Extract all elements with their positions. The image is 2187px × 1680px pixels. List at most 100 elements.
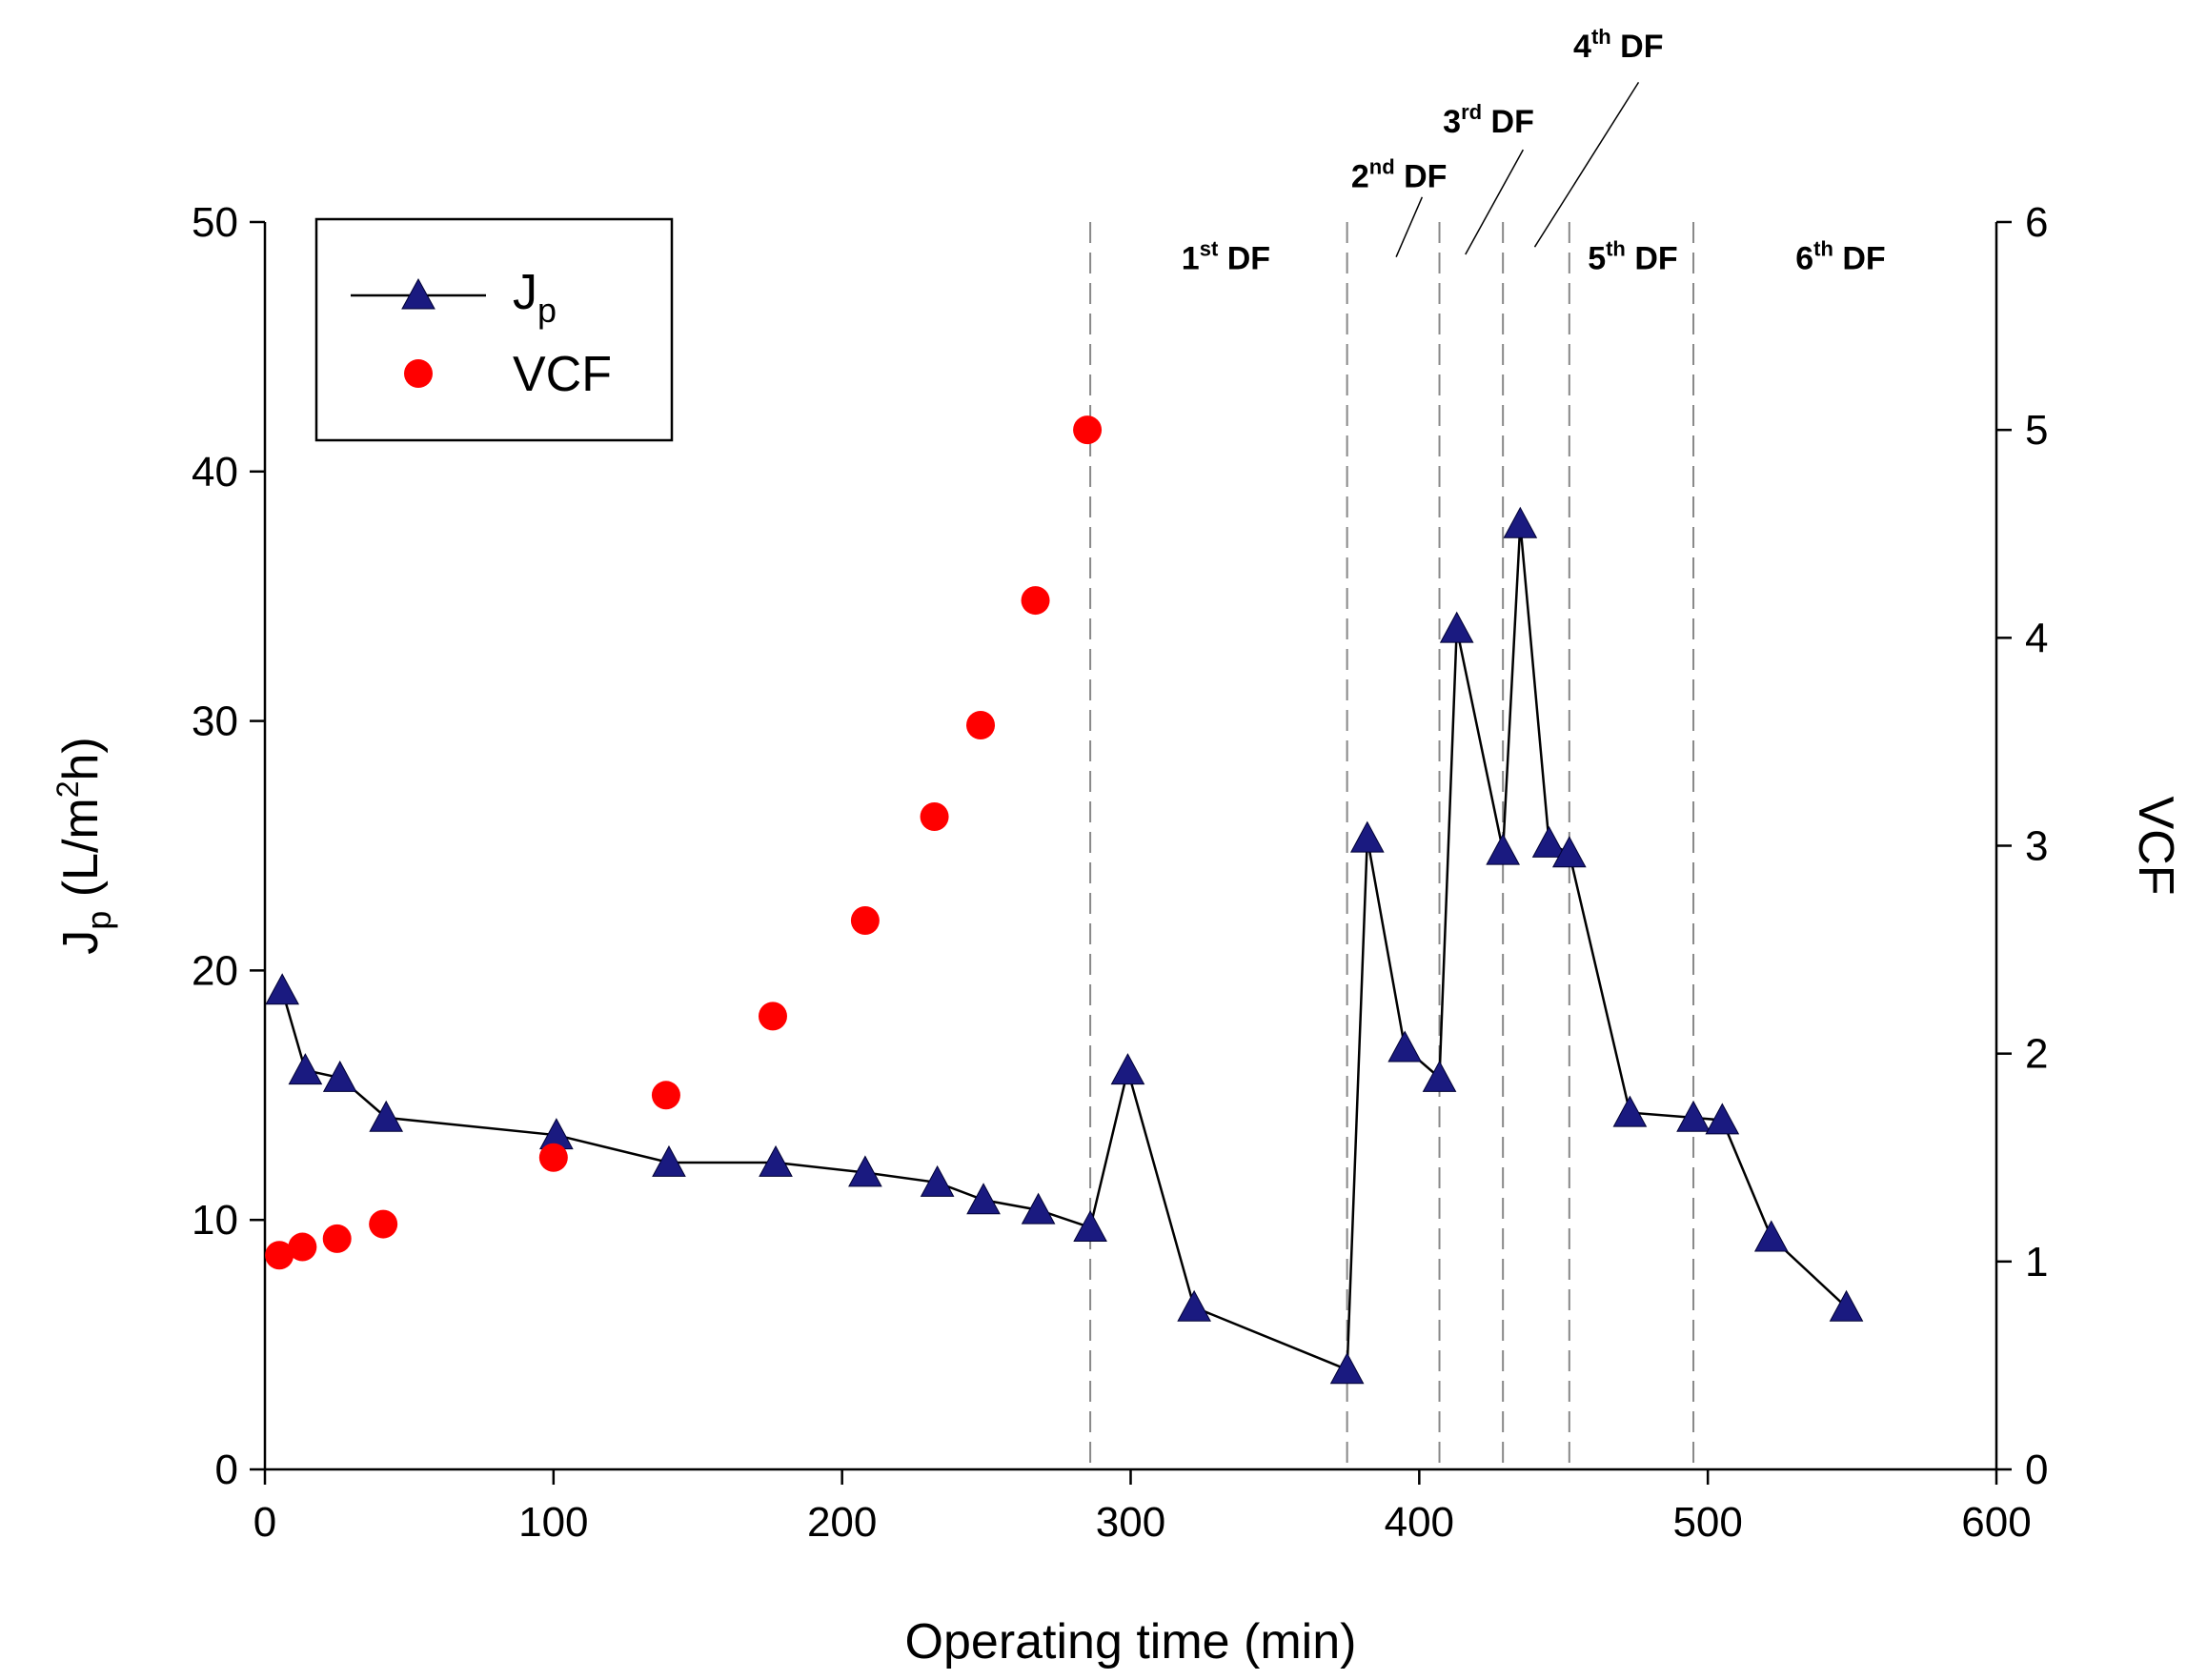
jp-point: [1753, 1220, 1789, 1252]
vcf-point: [265, 1241, 294, 1270]
y2-tick-label: 2: [2025, 1031, 2048, 1078]
jp-point: [966, 1183, 1001, 1215]
jp-point: [1551, 836, 1587, 868]
y-axis-title: Jp (L/m2h): [51, 737, 118, 955]
legend: Jp VCF: [314, 217, 674, 442]
annotation-sup: th: [1591, 25, 1611, 49]
annotation-num: 4: [1573, 29, 1591, 65]
x-tick-label: 400: [1385, 1499, 1454, 1546]
annotation-sup: th: [1813, 237, 1833, 261]
y-axis-title-unit-end: h): [53, 737, 109, 780]
y-tick-label: 20: [192, 947, 238, 994]
jp-point: [1486, 833, 1520, 865]
annotation-text: DF: [1611, 29, 1664, 65]
x-axis: 0 100 200 300 400 500 600: [253, 1469, 2032, 1546]
jp-point: [652, 1144, 686, 1177]
y2-tick-label: 1: [2025, 1239, 2048, 1285]
jp-point: [1439, 611, 1474, 643]
y2-tick-label: 6: [2025, 199, 2048, 246]
jp-point: [288, 1053, 323, 1085]
annotation-text: DF: [1833, 241, 1886, 277]
jp-point: [1021, 1192, 1056, 1225]
vcf-point: [288, 1232, 317, 1262]
annotation-df5: 5th DF: [1588, 237, 1677, 277]
jp-point: [1829, 1289, 1864, 1322]
jp-point: [1387, 1030, 1423, 1063]
x-tick-label: 300: [1096, 1499, 1165, 1546]
annotation-num: 3: [1443, 104, 1461, 140]
x-tick-label: 100: [518, 1499, 588, 1546]
jp-point: [1531, 825, 1567, 858]
jp-point: [1177, 1289, 1211, 1322]
y-axis-right: 0 1 2 3 4 5 6: [1996, 199, 2048, 1493]
x-tick-label: 200: [807, 1499, 877, 1546]
vcf-point: [369, 1209, 398, 1239]
y2-axis-title: VCF: [2128, 797, 2183, 896]
vcf-point: [538, 1143, 568, 1172]
y-tick-label: 30: [192, 698, 238, 745]
series-vcf: [265, 415, 1103, 1270]
annotation-text: DF: [1482, 104, 1534, 140]
legend-vcf-label: VCF: [513, 347, 612, 402]
y-axis-left: 0 10 20 30 40 50: [192, 199, 265, 1493]
jp-line: [280, 523, 1848, 1372]
jp-point: [1503, 506, 1538, 538]
annotation-text: DF: [1626, 241, 1678, 277]
annotation-df3: 3rd DF: [1443, 100, 1534, 140]
annotation-leader: [1533, 81, 1640, 248]
vcf-point: [1073, 415, 1103, 445]
vcf-point: [1021, 586, 1050, 616]
jp-point: [1110, 1053, 1145, 1085]
jp-point: [1329, 1352, 1365, 1385]
jp-point: [759, 1144, 793, 1177]
y2-tick-label: 4: [2025, 615, 2048, 661]
df-boundary-lines: [1089, 222, 1695, 1469]
jp-point: [1612, 1095, 1648, 1127]
y-tick-label: 0: [215, 1447, 238, 1493]
y2-tick-label: 0: [2025, 1447, 2048, 1493]
y-tick-label: 40: [192, 449, 238, 496]
y-tick-label: 10: [192, 1197, 238, 1244]
annotation-text: DF: [1218, 241, 1270, 277]
annotation-num: 6: [1795, 241, 1813, 277]
series-jp: [265, 506, 1864, 1385]
legend-jp-label: Jp: [513, 265, 557, 330]
annotation-num: 1: [1182, 241, 1200, 277]
x-tick-label: 0: [253, 1499, 276, 1546]
annotation-df4: 4th DF: [1573, 25, 1663, 65]
jp-point: [1705, 1103, 1740, 1135]
jp-point: [1073, 1210, 1107, 1243]
annotation-df1: 1st DF: [1182, 237, 1270, 277]
jp-point: [1676, 1100, 1711, 1132]
x-tick-label: 500: [1672, 1499, 1742, 1546]
annotation-sup: th: [1606, 237, 1626, 261]
y-tick-label: 50: [192, 199, 238, 246]
annotation-leader: [1465, 149, 1525, 255]
annotation-df6: 6th DF: [1795, 237, 1885, 277]
annotation-num: 2: [1351, 158, 1369, 194]
jp-point: [1422, 1060, 1457, 1092]
annotation-sup: st: [1200, 237, 1219, 261]
vcf-point: [322, 1224, 352, 1253]
legend-box: [314, 217, 674, 442]
vcf-point: [758, 1002, 787, 1031]
jp-point: [265, 973, 300, 1005]
jp-point: [322, 1060, 357, 1092]
jp-point: [369, 1100, 404, 1132]
vcf-point: [850, 906, 880, 936]
legend-vcf-marker: [404, 359, 433, 388]
annotation-num: 5: [1588, 241, 1606, 277]
jp-point: [920, 1164, 955, 1197]
y2-tick-label: 3: [2025, 823, 2048, 870]
vcf-point: [966, 710, 996, 739]
y-axis-title-sub: p: [79, 911, 118, 930]
x-axis-title: Operating time (min): [905, 1614, 1357, 1670]
annotation-leader: [1395, 196, 1424, 257]
vcf-point: [651, 1081, 680, 1110]
y-axis-title-unit: (L/m: [53, 798, 109, 910]
legend-jp-marker: [401, 277, 435, 310]
legend-jp-sub: p: [537, 291, 557, 330]
annotation-df2: 2nd DF: [1351, 154, 1448, 194]
